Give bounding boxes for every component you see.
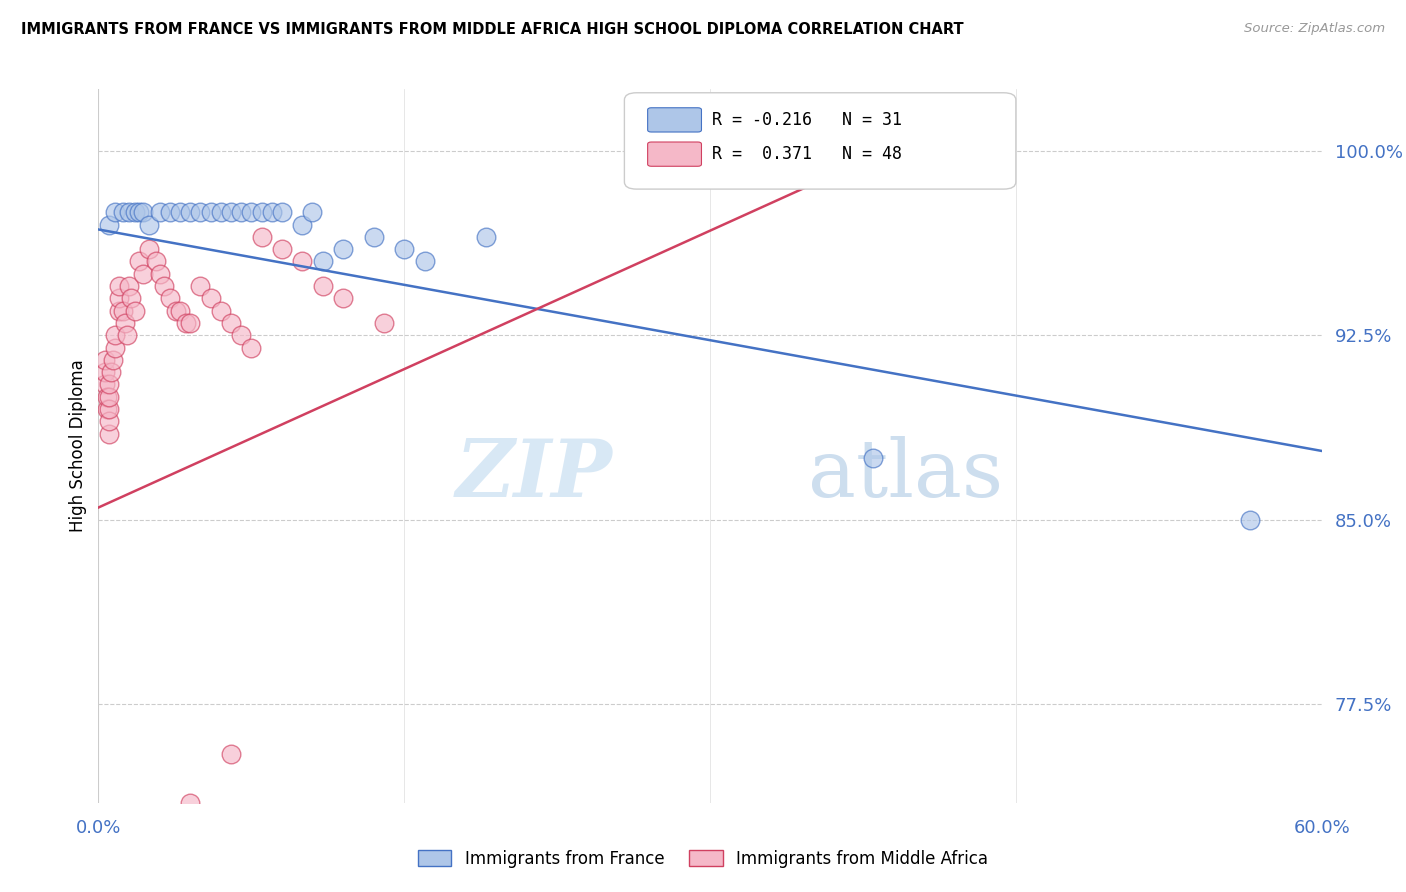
Point: [312, 254, 335, 268]
Point: [100, 365, 122, 379]
Text: R = -0.216   N = 31: R = -0.216 N = 31: [713, 111, 903, 128]
Point: [149, 267, 172, 281]
Point: [104, 205, 127, 219]
Point: [138, 218, 160, 232]
Point: [93, 365, 115, 379]
Point: [209, 205, 232, 219]
Text: R =  0.371   N = 48: R = 0.371 N = 48: [713, 145, 903, 163]
Point: [200, 205, 222, 219]
Point: [1239, 513, 1261, 527]
Point: [392, 242, 416, 256]
Point: [118, 205, 141, 219]
Point: [219, 316, 242, 330]
Point: [169, 303, 191, 318]
Point: [332, 291, 354, 305]
Point: [240, 341, 263, 355]
Point: [301, 205, 323, 219]
Point: [174, 316, 197, 330]
Point: [363, 230, 385, 244]
Point: [231, 205, 253, 219]
Point: [97, 414, 120, 428]
Point: [188, 205, 212, 219]
Point: [240, 205, 263, 219]
Point: [179, 205, 201, 219]
Point: [96, 390, 118, 404]
Point: [413, 254, 436, 268]
Point: [179, 796, 201, 810]
Point: [132, 205, 155, 219]
Text: IMMIGRANTS FROM FRANCE VS IMMIGRANTS FROM MIDDLE AFRICA HIGH SCHOOL DIPLOMA CORR: IMMIGRANTS FROM FRANCE VS IMMIGRANTS FRO…: [21, 22, 963, 37]
FancyBboxPatch shape: [624, 93, 1015, 189]
Point: [132, 267, 155, 281]
Point: [114, 316, 136, 330]
Point: [373, 316, 395, 330]
Point: [250, 205, 273, 219]
Point: [219, 205, 242, 219]
Point: [104, 341, 127, 355]
Point: [115, 328, 138, 343]
Point: [188, 279, 212, 293]
Point: [97, 377, 120, 392]
Point: [270, 205, 294, 219]
Text: ZIP: ZIP: [456, 436, 612, 513]
Point: [152, 279, 174, 293]
Point: [145, 254, 167, 268]
Text: atlas: atlas: [808, 435, 1002, 514]
Point: [165, 303, 187, 318]
Point: [93, 377, 115, 392]
Point: [291, 254, 314, 268]
Point: [260, 205, 283, 219]
Point: [219, 747, 242, 761]
FancyBboxPatch shape: [648, 142, 702, 166]
Point: [97, 402, 120, 417]
Point: [159, 205, 181, 219]
FancyBboxPatch shape: [648, 108, 702, 132]
Point: [862, 451, 884, 466]
Point: [97, 390, 120, 404]
Point: [96, 402, 118, 417]
Point: [291, 218, 314, 232]
Point: [104, 328, 127, 343]
Point: [111, 303, 134, 318]
Point: [120, 291, 142, 305]
Point: [128, 254, 150, 268]
Point: [108, 303, 131, 318]
Point: [118, 279, 141, 293]
Point: [108, 291, 131, 305]
Point: [200, 291, 222, 305]
Point: [179, 316, 201, 330]
Point: [138, 242, 160, 256]
Point: [474, 230, 498, 244]
Y-axis label: High School Diploma: High School Diploma: [69, 359, 87, 533]
Point: [111, 205, 134, 219]
Point: [209, 303, 232, 318]
Point: [93, 352, 115, 367]
Point: [124, 303, 146, 318]
Point: [270, 242, 294, 256]
Point: [169, 205, 191, 219]
Point: [108, 279, 131, 293]
Point: [97, 426, 120, 441]
Point: [101, 352, 124, 367]
Point: [128, 205, 150, 219]
Point: [231, 328, 253, 343]
Point: [124, 205, 146, 219]
Legend: Immigrants from France, Immigrants from Middle Africa: Immigrants from France, Immigrants from …: [412, 844, 994, 875]
Point: [149, 205, 172, 219]
Point: [332, 242, 354, 256]
Point: [97, 218, 120, 232]
Point: [250, 230, 273, 244]
Text: Source: ZipAtlas.com: Source: ZipAtlas.com: [1244, 22, 1385, 36]
Point: [159, 291, 181, 305]
Point: [312, 279, 335, 293]
